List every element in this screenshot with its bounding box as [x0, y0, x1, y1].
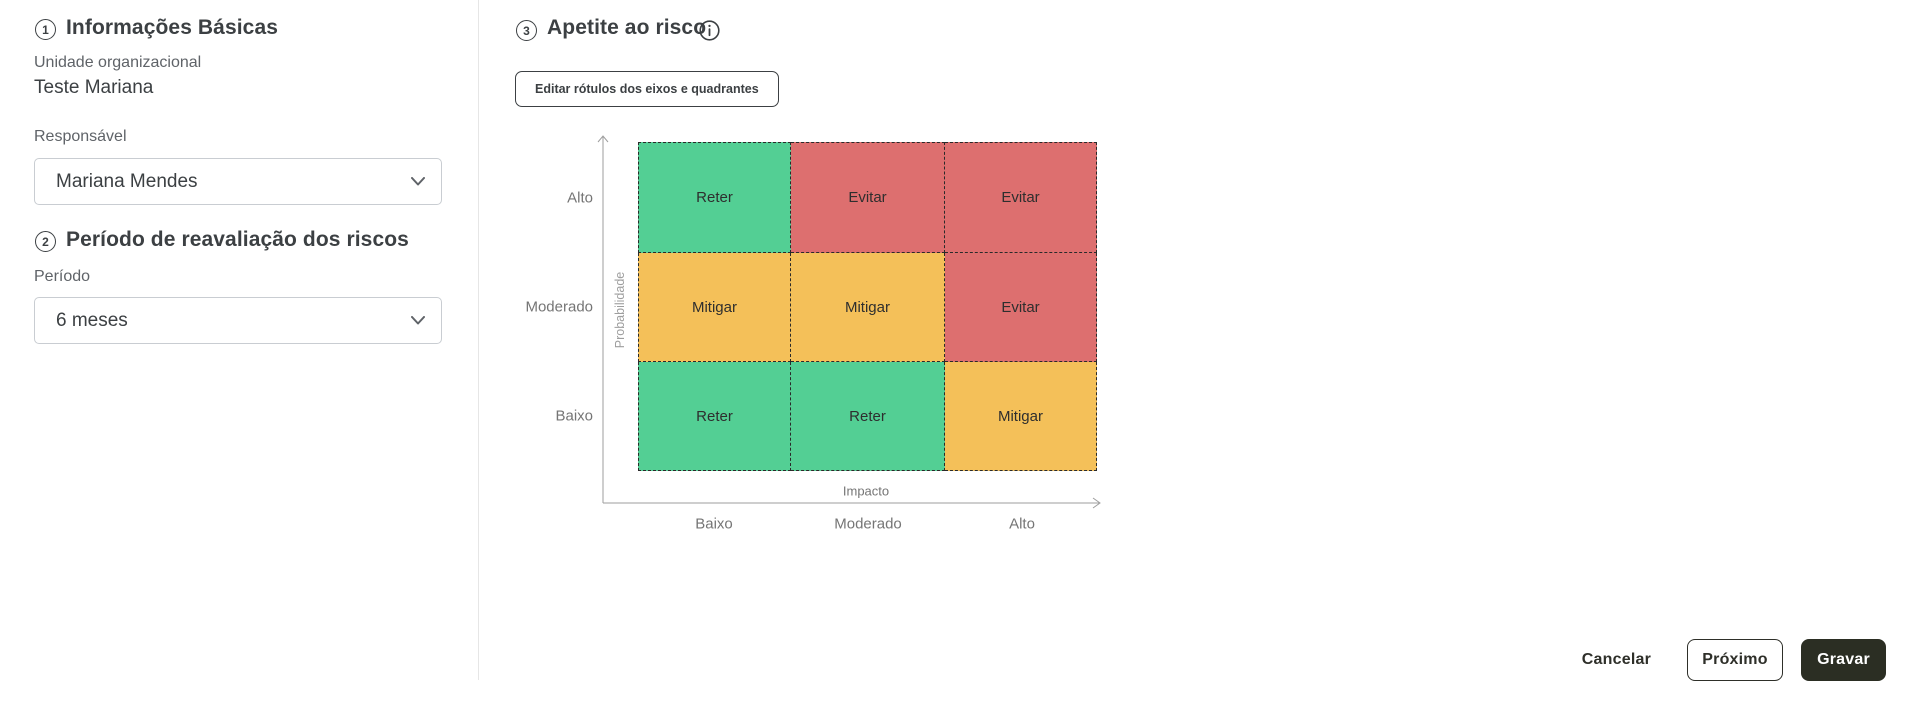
y-tick-moderado: Moderado [525, 298, 593, 316]
x-tick-alto: Alto [1009, 515, 1035, 533]
section-title-periodo-reavaliacao: Período de reavaliação dos riscos [66, 228, 409, 251]
matrix-cell-alto-moderado[interactable]: Evitar [791, 142, 945, 253]
footer-actions: Cancelar Próximo Gravar [1582, 639, 1886, 681]
info-icon[interactable] [699, 20, 720, 46]
y-tick-baixo: Baixo [555, 407, 593, 425]
save-button[interactable]: Gravar [1801, 639, 1886, 681]
org-unit-label: Unidade organizacional [34, 54, 202, 71]
responsible-label: Responsável [34, 128, 127, 145]
x-tick-moderado: Moderado [834, 515, 902, 533]
cancel-button[interactable]: Cancelar [1581, 651, 1651, 668]
chevron-down-icon [411, 177, 425, 186]
responsible-select-value: Mariana Mendes [56, 170, 198, 192]
edit-axis-quadrant-labels-button[interactable]: Editar rótulos dos eixos e quadrantes [515, 71, 779, 107]
matrix-cell-baixo-baixo[interactable]: Reter [638, 362, 791, 471]
step-1-badge: 1 [35, 19, 56, 40]
matrix-cell-baixo-alto[interactable]: Mitigar [945, 362, 1097, 471]
risk-appetite-matrix: Reter Evitar Evitar Mitigar Mitigar Evit… [638, 142, 1097, 471]
panel-divider [478, 0, 479, 680]
y-tick-alto: Alto [567, 189, 593, 207]
matrix-cell-moderado-baixo[interactable]: Mitigar [638, 253, 791, 362]
x-tick-baixo: Baixo [695, 515, 733, 533]
matrix-cell-alto-alto[interactable]: Evitar [945, 142, 1097, 253]
org-unit-value: Teste Mariana [34, 77, 154, 98]
x-axis-label-impacto: Impacto [842, 483, 890, 499]
period-select[interactable]: 6 meses [34, 297, 442, 344]
matrix-cell-alto-baixo[interactable]: Reter [638, 142, 791, 253]
period-label: Período [34, 268, 91, 285]
next-button[interactable]: Próximo [1687, 639, 1783, 681]
matrix-cell-moderado-alto[interactable]: Evitar [945, 253, 1097, 362]
matrix-cell-moderado-moderado[interactable]: Mitigar [791, 253, 945, 362]
step-2-badge: 2 [35, 231, 56, 252]
matrix-cell-baixo-moderado[interactable]: Reter [791, 362, 945, 471]
period-select-value: 6 meses [56, 309, 128, 331]
risk-matrix-axes [597, 135, 1101, 509]
step-3-badge: 3 [516, 20, 537, 41]
responsible-select[interactable]: Mariana Mendes [34, 158, 442, 205]
section-title-informacoes-basicas: Informações Básicas [66, 16, 279, 39]
y-axis-label-probabilidade: Probabilidade [613, 271, 627, 349]
chevron-down-icon [411, 316, 425, 325]
section-title-apetite-ao-risco: Apetite ao risco [547, 16, 707, 39]
